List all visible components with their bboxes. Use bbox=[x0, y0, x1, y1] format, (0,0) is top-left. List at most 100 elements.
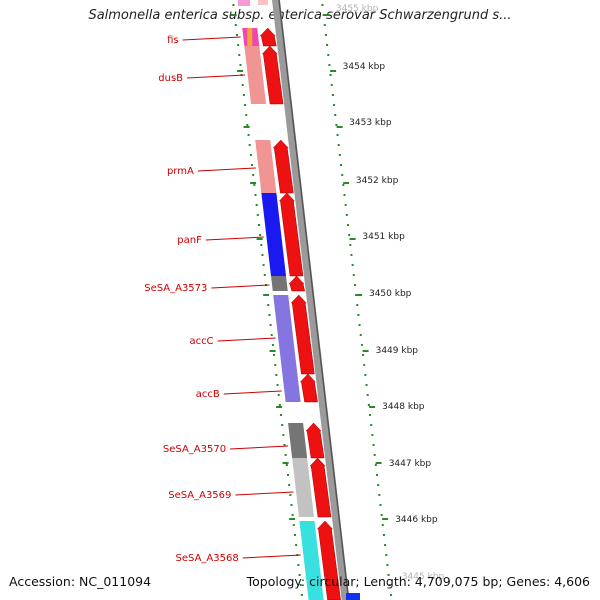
tick-mark bbox=[330, 84, 333, 86]
label-line bbox=[217, 337, 276, 342]
gene-box-prma bbox=[255, 140, 277, 193]
major-tick bbox=[323, 14, 330, 16]
tick-mark bbox=[291, 514, 294, 516]
gene-arrow-sesa_a3570 bbox=[305, 422, 325, 459]
gene-box-sesa_a3569 bbox=[292, 458, 314, 517]
major-tick bbox=[263, 294, 270, 296]
tick-mark bbox=[267, 304, 270, 306]
label-line bbox=[235, 491, 294, 496]
tick-mark bbox=[274, 364, 277, 366]
tick-mark bbox=[276, 384, 279, 386]
tick-mark bbox=[381, 524, 384, 526]
tick-mark bbox=[331, 94, 334, 96]
gene-label: accB bbox=[196, 389, 220, 400]
major-tick bbox=[289, 518, 296, 520]
gene-box-panf bbox=[261, 193, 287, 276]
tick-mark bbox=[356, 304, 359, 306]
tick-mark bbox=[244, 104, 247, 106]
major-tick bbox=[256, 238, 263, 240]
tick-mark bbox=[340, 164, 343, 166]
tick-mark bbox=[282, 434, 285, 436]
kbp-label: 3446 kbp bbox=[395, 515, 438, 525]
kbp-label: 3445 kbp bbox=[402, 572, 445, 582]
kbp-label: 3447 kbp bbox=[389, 459, 432, 469]
tick-mark bbox=[252, 174, 255, 176]
label-line bbox=[223, 390, 282, 395]
tick-mark bbox=[248, 144, 251, 146]
gene-arrow-sesa_a3573 bbox=[288, 275, 306, 292]
gene-arrow-sesa_a3569 bbox=[309, 457, 332, 518]
tick-mark bbox=[275, 374, 278, 376]
label-line bbox=[242, 554, 301, 559]
tick-mark bbox=[280, 414, 283, 416]
label-line bbox=[205, 236, 264, 241]
tick-mark bbox=[346, 224, 349, 226]
map-title: Salmonella enterica subsp. enterica sero… bbox=[88, 8, 512, 23]
tick-mark bbox=[364, 374, 367, 376]
kbp-label: 3454 kbp bbox=[343, 62, 386, 72]
tick-mark bbox=[277, 394, 280, 396]
tick-mark bbox=[324, 34, 327, 36]
major-tick bbox=[343, 182, 350, 184]
tick-mark bbox=[288, 484, 291, 486]
major-tick bbox=[250, 182, 257, 184]
tick-mark bbox=[297, 564, 300, 566]
tick-mark bbox=[269, 324, 272, 326]
tick-mark bbox=[238, 54, 241, 56]
label-line bbox=[182, 36, 241, 41]
tick-mark bbox=[345, 214, 348, 216]
tick-mark bbox=[342, 184, 345, 186]
major-tick bbox=[282, 462, 289, 464]
gene-label: SeSA_A3570 bbox=[163, 444, 226, 455]
gene-box-fis-core bbox=[247, 28, 253, 46]
gene-box-sesa_a3573 bbox=[271, 276, 288, 291]
tick-mark bbox=[378, 494, 381, 496]
kbp-label: 3450 kbp bbox=[369, 289, 412, 299]
major-tick bbox=[243, 126, 250, 128]
tick-mark bbox=[247, 134, 250, 136]
major-tick bbox=[336, 126, 343, 128]
gene-box-sesa_a3568 bbox=[299, 521, 324, 600]
major-tick bbox=[356, 294, 363, 296]
gene-arrow-fis bbox=[259, 27, 277, 47]
major-tick bbox=[382, 518, 389, 520]
tick-mark bbox=[270, 334, 273, 336]
tick-mark bbox=[375, 474, 378, 476]
tick-mark bbox=[336, 134, 339, 136]
tick-mark bbox=[259, 234, 262, 236]
tick-mark bbox=[253, 184, 256, 186]
gene-label: panF bbox=[177, 235, 202, 246]
gene-box-sesa_a3570 bbox=[288, 423, 308, 458]
major-tick bbox=[330, 70, 337, 72]
tick-mark bbox=[373, 454, 376, 456]
tick-mark bbox=[357, 314, 360, 316]
gene-label: SeSA_A3573 bbox=[144, 283, 207, 294]
tick-mark bbox=[360, 344, 363, 346]
kbp-label: 3451 kbp bbox=[362, 232, 405, 242]
kbp-label: 3452 kbp bbox=[356, 176, 399, 186]
tick-mark bbox=[353, 284, 356, 286]
tick-mark bbox=[245, 114, 248, 116]
accession-text: Accession: NC_011094 bbox=[9, 574, 152, 589]
tick-mark bbox=[337, 144, 340, 146]
tick-mark bbox=[300, 594, 303, 596]
tick-mark bbox=[372, 444, 375, 446]
tick-mark bbox=[380, 514, 383, 516]
backbone-line bbox=[278, 0, 350, 600]
tick-mark bbox=[349, 244, 352, 246]
forward-gene-arrows bbox=[258, 0, 341, 600]
major-tick bbox=[237, 70, 244, 72]
tick-mark bbox=[321, 4, 324, 6]
tick-mark bbox=[268, 314, 271, 316]
gene-box-accb bbox=[282, 374, 301, 402]
gene-arrow-partial bbox=[258, 0, 268, 5]
tick-mark bbox=[369, 414, 372, 416]
major-tick bbox=[276, 406, 283, 408]
tick-mark bbox=[260, 244, 263, 246]
gene-box-partial bbox=[346, 593, 360, 600]
gene-label: dusB bbox=[158, 73, 183, 84]
tick-mark bbox=[379, 504, 382, 506]
tick-mark bbox=[232, 4, 235, 6]
tick-mark bbox=[385, 554, 388, 556]
tick-mark bbox=[246, 124, 249, 126]
